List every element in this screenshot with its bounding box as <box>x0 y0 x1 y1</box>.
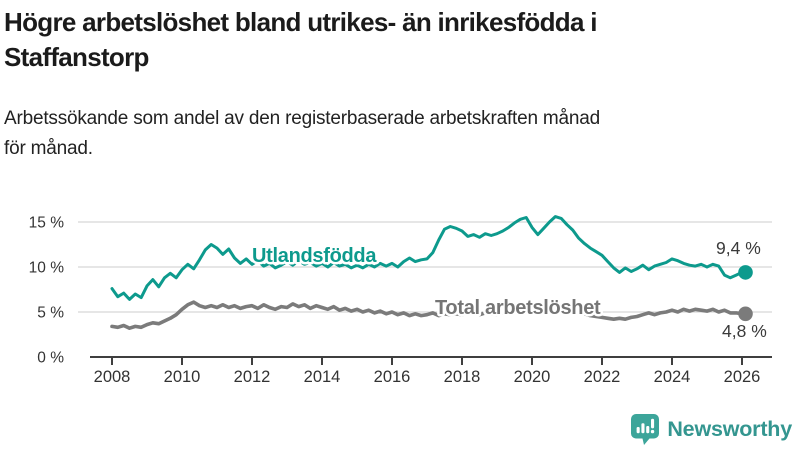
x-axis-tick-label: 2026 <box>724 368 761 386</box>
end-value-label: 9,4 % <box>716 238 761 258</box>
x-axis-tick-label: 2018 <box>444 368 481 386</box>
y-axis-tick-label: 5 % <box>37 305 64 322</box>
line-chart: 0 % 5 % 10 % 15 % 2008 2010 2012 2014 2016 2018 20… <box>29 215 772 386</box>
y-axis-tick-label: 15 % <box>29 215 65 232</box>
y-axis-tick-label: 10 % <box>29 260 65 277</box>
chart-line-total-arbetsloshet <box>110 300 744 330</box>
bar-chart-bubble-icon <box>631 413 660 445</box>
x-axis-tick-label: 2014 <box>304 368 341 386</box>
end-point-dot <box>738 306 753 322</box>
chart-subtitle-line-2: för månad. <box>4 138 93 159</box>
x-axis-tick-label: 2010 <box>164 368 201 386</box>
page-title-line-2: Staffanstorp <box>4 42 149 72</box>
newsworthy-logo[interactable]: Newsworthy <box>631 412 792 446</box>
series-label: Total arbetslöshet <box>435 297 601 319</box>
x-axis-tick-label: 2016 <box>374 368 411 386</box>
series-label: Utlandsfödda <box>252 245 377 267</box>
x-axis-tick-label: 2012 <box>234 368 271 386</box>
end-point-dot <box>738 265 753 280</box>
chart-subtitle-line-1: Arbetssökande som andel av den registerb… <box>4 108 601 129</box>
chart-subtitle: Arbetssökande som andel av den registerb… <box>4 104 784 164</box>
newsworthy-logo-text: Newsworthy <box>667 416 792 441</box>
page-title-line-1: Högre arbetslöshet bland utrikes- än inr… <box>4 7 597 37</box>
x-axis-tick-label: 2022 <box>584 368 621 386</box>
x-axis-tick-label: 2024 <box>654 368 691 386</box>
page-title: Högre arbetslöshet bland utrikes- än inr… <box>4 5 784 75</box>
end-value-label: 4,8 % <box>722 321 767 341</box>
y-axis-tick-label: 0 % <box>37 350 64 367</box>
x-axis-tick-label: 2020 <box>514 368 551 386</box>
x-axis-tick-label: 2008 <box>94 368 131 386</box>
chart-line-utlandsfodda <box>110 215 744 301</box>
